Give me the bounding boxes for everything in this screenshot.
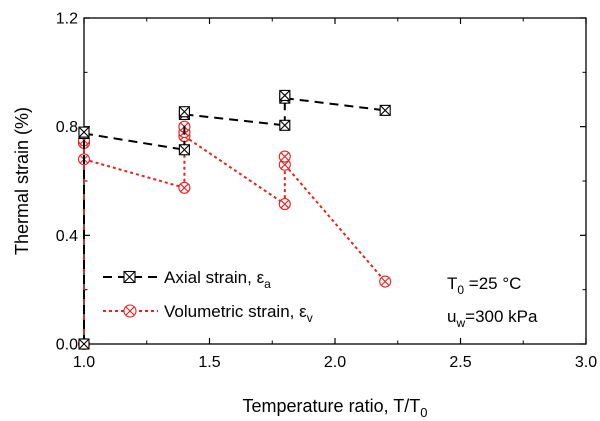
series-axial	[78, 89, 391, 350]
data-point	[278, 198, 291, 211]
legend-swatch-axial	[103, 270, 158, 284]
axis-ticks: 1.0 1.5 2.0 2.5 3.0 0.0 0.4 0.8 1.2	[56, 11, 597, 372]
data-point	[278, 150, 291, 163]
series-line-segment	[183, 135, 286, 205]
x-tick-label: 1.5	[198, 354, 220, 371]
y-tick-label: 0.0	[56, 337, 78, 354]
data-point	[379, 104, 391, 116]
x-axis-title: Temperature ratio, T/T0	[243, 396, 428, 420]
legend: Axial strain, εa Volumetric strain, εv	[103, 268, 313, 325]
data-point	[78, 338, 90, 350]
legend-swatch-volumetric	[103, 304, 158, 318]
legend-label-axial: Axial strain, εa	[164, 268, 271, 291]
data-point	[279, 89, 291, 101]
legend-label-volumetric: Volumetric strain, εv	[164, 302, 313, 325]
y-tick-label: 1.2	[56, 11, 78, 28]
data-point	[279, 119, 291, 131]
data-point	[178, 106, 190, 118]
data-point	[178, 181, 191, 194]
data-point	[178, 144, 190, 156]
y-tick-label: 0.4	[56, 228, 78, 245]
x-tick-label: 2.0	[324, 354, 346, 371]
series-line-segment	[284, 97, 386, 112]
data-point	[278, 158, 291, 171]
annotation-water-pressure: uw=300 kPa	[447, 307, 538, 330]
x-tick-label: 1.0	[73, 354, 95, 371]
series-layer	[77, 89, 392, 351]
annotation-temperature: T0 =25 °C	[447, 274, 521, 297]
x-tick-label: 2.5	[449, 354, 471, 371]
y-tick-label: 0.8	[56, 119, 78, 136]
series-line-segment	[284, 164, 386, 283]
series-line-segment	[83, 158, 185, 189]
series-line-segment	[83, 132, 185, 151]
data-point	[78, 126, 90, 138]
x-tick-label: 3.0	[575, 354, 597, 371]
series-line-segment	[184, 113, 285, 127]
y-axis-title: Thermal strain (%)	[12, 107, 32, 255]
data-point	[379, 275, 392, 288]
